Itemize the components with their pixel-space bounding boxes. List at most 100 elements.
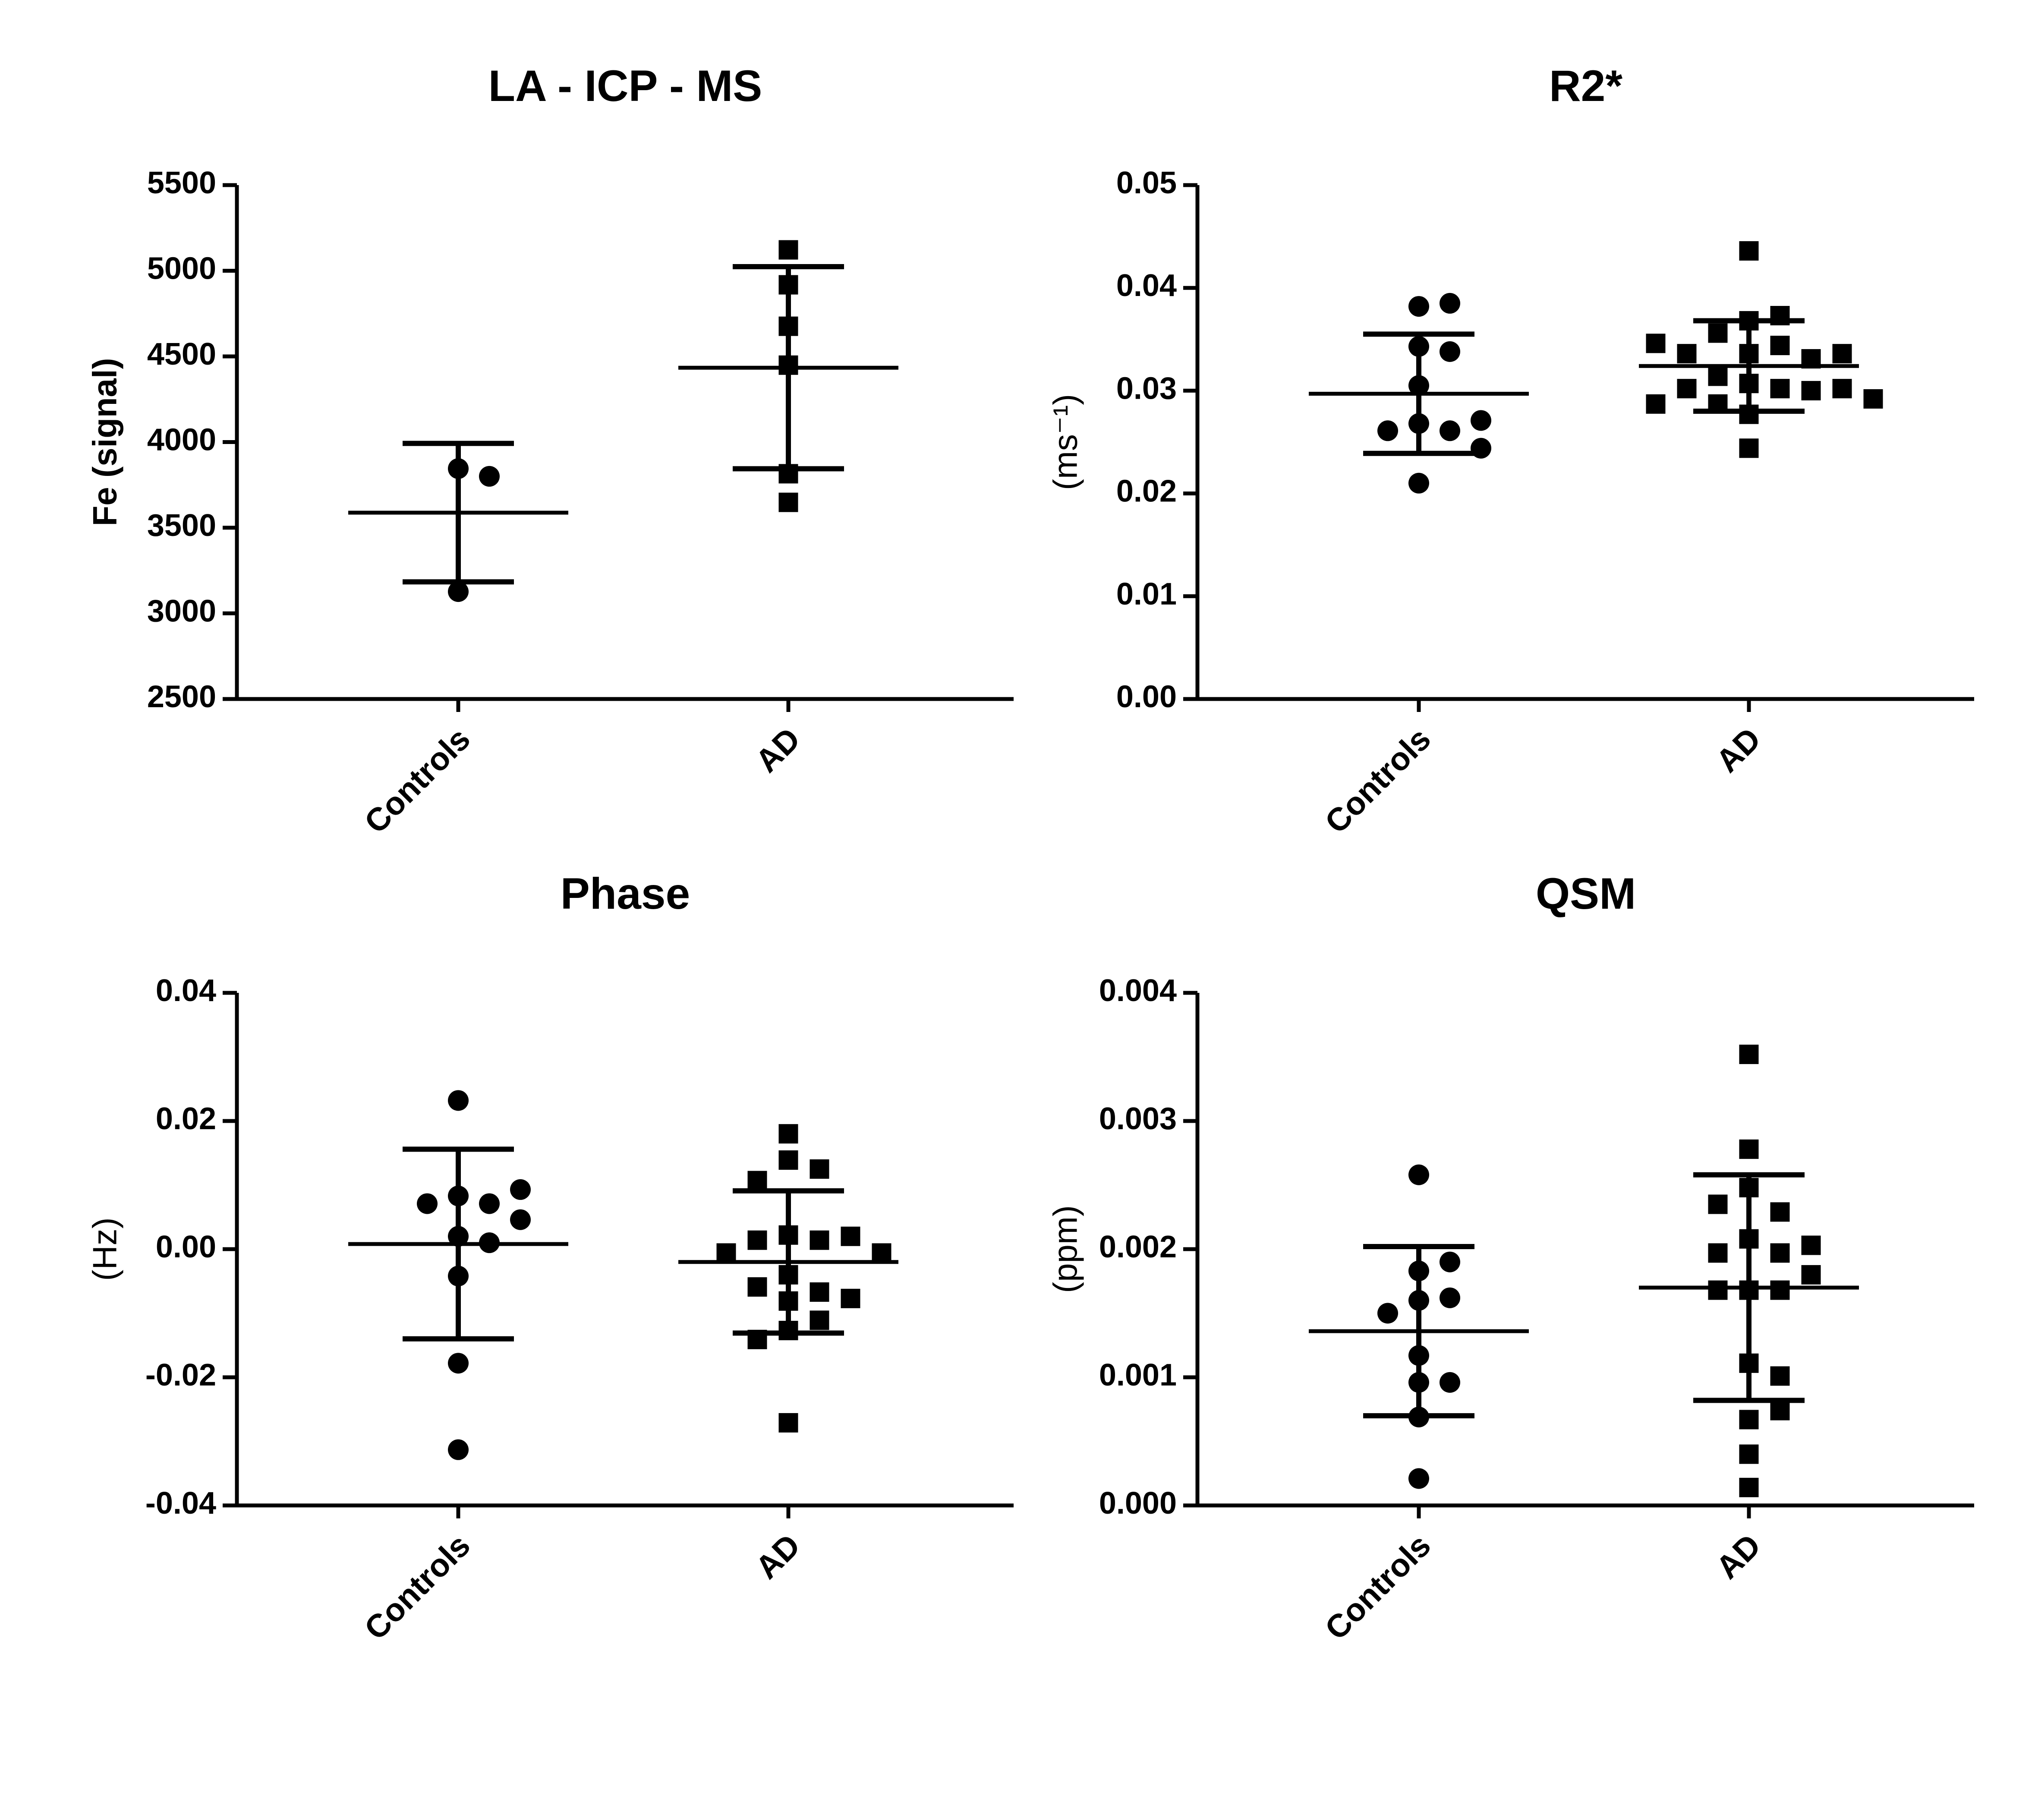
data-point <box>1408 1468 1429 1489</box>
data-point <box>716 1243 736 1263</box>
data-point <box>841 1226 860 1246</box>
data-point <box>1770 1280 1790 1300</box>
y-tick-label: 0.001 <box>1099 1358 1177 1392</box>
data-point <box>1708 1194 1728 1214</box>
y-axis-label: (Hz) <box>86 1217 124 1281</box>
data-point <box>448 1090 469 1111</box>
data-point <box>1863 389 1883 409</box>
data-point <box>1440 293 1460 314</box>
y-tick-label: 5000 <box>147 252 216 286</box>
data-point <box>1408 296 1429 317</box>
data-point <box>778 492 798 512</box>
data-point <box>1801 1235 1821 1255</box>
y-tick-label: 4000 <box>147 423 216 457</box>
data-point <box>810 1310 829 1330</box>
y-axis-label: (ppm) <box>1046 1205 1084 1293</box>
data-point <box>479 1193 500 1214</box>
y-tick-label: 0.04 <box>1116 268 1177 303</box>
data-point <box>1739 438 1759 458</box>
data-point <box>510 1179 531 1200</box>
data-point <box>1646 334 1666 353</box>
data-point <box>1471 438 1491 459</box>
y-axis-label: Fe (signal) <box>86 358 124 526</box>
y-tick-label: 0.002 <box>1099 1230 1177 1264</box>
data-point <box>1739 1444 1759 1464</box>
data-point <box>1770 1243 1790 1263</box>
panel: R2*(ms⁻¹)0.000.010.020.030.040.05Control… <box>1046 61 1974 840</box>
data-point <box>1739 1477 1759 1497</box>
y-tick-label: 0.00 <box>156 1230 216 1264</box>
y-tick-label: 0.02 <box>156 1102 216 1136</box>
y-tick-label: 0.03 <box>1116 371 1177 406</box>
data-point <box>1646 394 1666 414</box>
data-point <box>1408 1164 1429 1185</box>
y-tick-label: 0.05 <box>1116 166 1177 200</box>
data-point <box>1440 1251 1460 1272</box>
data-point <box>1440 341 1460 362</box>
y-axis-label: (ms⁻¹) <box>1046 394 1084 490</box>
data-point <box>1832 344 1852 364</box>
y-tick-label: 0.004 <box>1099 973 1177 1008</box>
data-point <box>1801 381 1821 400</box>
data-point <box>747 1230 767 1250</box>
data-point <box>872 1243 891 1263</box>
data-point <box>1440 1372 1460 1393</box>
data-point <box>778 240 798 260</box>
y-tick-label: 2500 <box>147 680 216 714</box>
data-point <box>479 466 500 487</box>
data-point <box>810 1282 829 1302</box>
data-point <box>1708 1243 1728 1263</box>
panel: LA - ICP - MS Fe (signal) 2500 3000 3500 4000… <box>86 61 1014 840</box>
data-point <box>778 1413 798 1433</box>
data-point <box>1440 420 1460 441</box>
data-point <box>747 1171 767 1190</box>
data-point <box>1739 1139 1759 1159</box>
data-point <box>1770 1202 1790 1222</box>
data-point <box>1770 1366 1790 1386</box>
data-point <box>747 1277 767 1297</box>
data-point <box>810 1159 829 1179</box>
data-point <box>810 1230 829 1250</box>
y-tick-label: 3000 <box>147 594 216 629</box>
y-tick-label: 0.01 <box>1116 577 1177 611</box>
y-tick-label: -0.02 <box>145 1358 216 1392</box>
data-point <box>510 1209 531 1230</box>
panel-title: QSM <box>1536 869 1636 918</box>
data-point <box>1708 1280 1728 1300</box>
data-point <box>1832 379 1852 399</box>
data-point <box>1770 379 1790 399</box>
y-tick-label: 0.04 <box>156 973 216 1008</box>
y-tick-label: 5500 <box>147 166 216 200</box>
data-point <box>1801 1265 1821 1285</box>
y-tick-label: 0.02 <box>1116 474 1177 509</box>
data-point <box>1708 366 1728 386</box>
data-point <box>1739 1045 1759 1064</box>
data-point <box>778 1150 798 1170</box>
y-tick-label: -0.04 <box>145 1486 216 1521</box>
y-tick-label: 3500 <box>147 508 216 543</box>
panel-title: LA - ICP - MS <box>488 61 762 110</box>
data-point <box>1677 344 1697 364</box>
data-point <box>1408 472 1429 494</box>
data-point <box>1440 1287 1460 1308</box>
data-point <box>1739 241 1759 261</box>
data-point <box>448 581 469 602</box>
data-point <box>417 1193 438 1214</box>
data-point <box>1377 1303 1398 1324</box>
data-point <box>1770 1401 1790 1420</box>
data-point <box>1471 410 1491 431</box>
data-point <box>1739 1410 1759 1430</box>
data-point <box>1677 379 1697 399</box>
data-point <box>1377 420 1398 441</box>
y-tick-label: 4500 <box>147 337 216 372</box>
y-tick-label: 0.00 <box>1116 680 1177 714</box>
data-point <box>1770 336 1790 356</box>
panel-title: R2* <box>1549 61 1622 110</box>
data-point <box>778 1124 798 1144</box>
data-point <box>1708 323 1728 343</box>
data-point <box>841 1288 860 1308</box>
data-point <box>448 1353 469 1374</box>
